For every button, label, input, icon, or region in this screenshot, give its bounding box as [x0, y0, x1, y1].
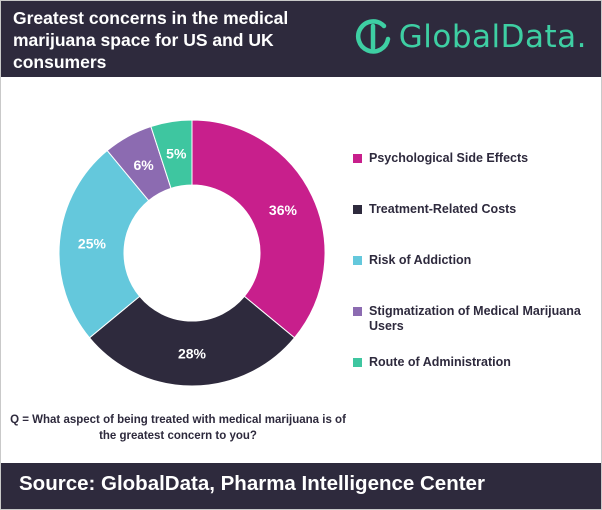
legend-item-1: Psychological Side Effects [353, 151, 528, 166]
slice-label-5: 5% [166, 146, 187, 162]
chart-title: Greatest concerns in the medical marijua… [13, 8, 289, 72]
legend-label: Stigmatization of Medical Marijuana User… [369, 304, 581, 333]
legend-label: Risk of Addiction [369, 253, 472, 267]
legend-item-4: Stigmatization of Medical Marijuana User… [353, 304, 593, 334]
survey-question: Q = What aspect of being treated with me… [10, 414, 346, 442]
donut-slice-1 [191, 119, 326, 339]
legend-swatch [353, 358, 362, 367]
slice-label-4: 6% [133, 157, 154, 173]
legend-swatch [353, 307, 362, 316]
legend-label: Treatment-Related Costs [369, 202, 517, 216]
slice-label-3: 25% [78, 236, 107, 252]
chart-footer: Source: GlobalData, Pharma Intelligence … [1, 463, 601, 509]
legend-item-2: Treatment-Related Costs [353, 202, 516, 217]
logo-wordmark: GlobalData. [398, 19, 587, 55]
donut-slice-3 [58, 149, 150, 339]
legend-item-3: Risk of Addiction [353, 253, 471, 268]
legend-swatch [353, 154, 362, 163]
slice-label-2: 28% [178, 346, 207, 362]
legend-swatch [353, 205, 362, 214]
legend-label: Route of Administration [369, 355, 511, 369]
slice-label-1: 36% [269, 202, 298, 218]
chart-header: Greatest concerns in the medical marijua… [1, 1, 601, 77]
legend-label: Psychological Side Effects [369, 151, 529, 165]
donut-chart: 36% 28% 25% 6% 5% [58, 119, 326, 387]
globaldata-logo: GlobalData. [353, 17, 587, 57]
donut-slice-2 [88, 295, 296, 387]
source-note: Source: GlobalData, Pharma Intelligence … [19, 472, 485, 495]
globaldata-logo-icon [355, 19, 390, 54]
legend-item-5: Route of Administration [353, 355, 511, 370]
legend-swatch [353, 256, 362, 265]
donut-slice-5 [150, 119, 193, 189]
